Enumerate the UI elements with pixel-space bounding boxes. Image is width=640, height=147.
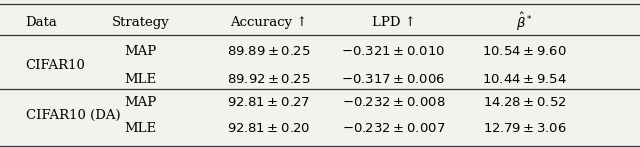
Text: LPD ↑: LPD ↑ (372, 16, 415, 29)
Text: CIFAR10 (DA): CIFAR10 (DA) (26, 109, 120, 122)
Text: $89.89 \pm 0.25$: $89.89 \pm 0.25$ (227, 45, 310, 58)
Text: $89.92 \pm 0.25$: $89.92 \pm 0.25$ (227, 73, 310, 86)
Text: MAP: MAP (125, 96, 157, 109)
Text: $92.81 \pm 0.27$: $92.81 \pm 0.27$ (227, 96, 310, 109)
Text: $92.81 \pm 0.20$: $92.81 \pm 0.20$ (227, 122, 310, 135)
Text: MAP: MAP (125, 45, 157, 58)
Text: Data: Data (26, 16, 58, 29)
Text: $-0.232 \pm 0.007$: $-0.232 \pm 0.007$ (342, 122, 445, 135)
Text: Strategy: Strategy (112, 16, 170, 29)
Text: $12.79 \pm 3.06$: $12.79 \pm 3.06$ (483, 122, 566, 135)
Text: $-0.232 \pm 0.008$: $-0.232 \pm 0.008$ (342, 96, 445, 109)
Text: MLE: MLE (125, 122, 157, 135)
Text: CIFAR10: CIFAR10 (26, 59, 86, 72)
Text: $-0.321 \pm 0.010$: $-0.321 \pm 0.010$ (342, 45, 445, 58)
Text: $\hat{\beta}^*$: $\hat{\beta}^*$ (516, 11, 533, 33)
Text: Accuracy ↑: Accuracy ↑ (230, 16, 308, 29)
Text: $10.54 \pm 9.60$: $10.54 \pm 9.60$ (483, 45, 567, 58)
Text: $-0.317 \pm 0.006$: $-0.317 \pm 0.006$ (342, 73, 445, 86)
Text: $14.28 \pm 0.52$: $14.28 \pm 0.52$ (483, 96, 566, 109)
Text: $10.44 \pm 9.54$: $10.44 \pm 9.54$ (483, 73, 567, 86)
Text: MLE: MLE (125, 73, 157, 86)
